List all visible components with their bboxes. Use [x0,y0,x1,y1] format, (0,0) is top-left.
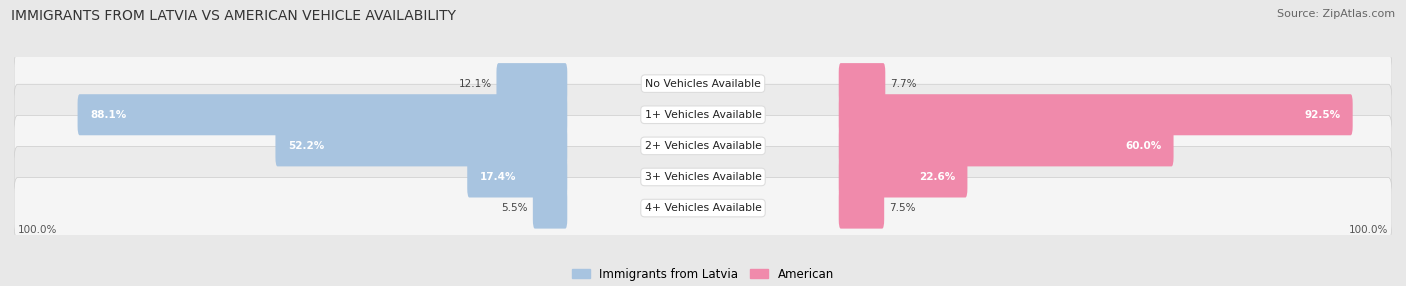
Text: 92.5%: 92.5% [1305,110,1340,120]
Text: IMMIGRANTS FROM LATVIA VS AMERICAN VEHICLE AVAILABILITY: IMMIGRANTS FROM LATVIA VS AMERICAN VEHIC… [11,9,457,23]
Text: 4+ Vehicles Available: 4+ Vehicles Available [644,203,762,213]
FancyBboxPatch shape [14,146,1392,207]
Text: 22.6%: 22.6% [918,172,955,182]
FancyBboxPatch shape [533,188,567,229]
FancyBboxPatch shape [496,63,567,104]
Text: 7.5%: 7.5% [889,203,915,213]
Text: 88.1%: 88.1% [90,110,127,120]
FancyBboxPatch shape [14,115,1392,176]
Text: 100.0%: 100.0% [17,225,56,235]
FancyBboxPatch shape [839,125,1174,166]
FancyBboxPatch shape [839,188,884,229]
FancyBboxPatch shape [839,156,967,198]
FancyBboxPatch shape [77,94,567,135]
Text: 60.0%: 60.0% [1125,141,1161,151]
Text: 3+ Vehicles Available: 3+ Vehicles Available [644,172,762,182]
FancyBboxPatch shape [14,178,1392,239]
Text: 52.2%: 52.2% [288,141,325,151]
FancyBboxPatch shape [839,63,886,104]
Text: 5.5%: 5.5% [502,203,529,213]
FancyBboxPatch shape [276,125,567,166]
Text: 12.1%: 12.1% [458,79,492,89]
FancyBboxPatch shape [14,53,1392,114]
Text: 100.0%: 100.0% [1350,225,1389,235]
Text: 2+ Vehicles Available: 2+ Vehicles Available [644,141,762,151]
FancyBboxPatch shape [14,84,1392,145]
Text: 7.7%: 7.7% [890,79,917,89]
Legend: Immigrants from Latvia, American: Immigrants from Latvia, American [568,263,838,285]
FancyBboxPatch shape [467,156,567,198]
Text: No Vehicles Available: No Vehicles Available [645,79,761,89]
Text: 1+ Vehicles Available: 1+ Vehicles Available [644,110,762,120]
Text: 17.4%: 17.4% [479,172,516,182]
Text: Source: ZipAtlas.com: Source: ZipAtlas.com [1277,9,1395,19]
FancyBboxPatch shape [839,94,1353,135]
